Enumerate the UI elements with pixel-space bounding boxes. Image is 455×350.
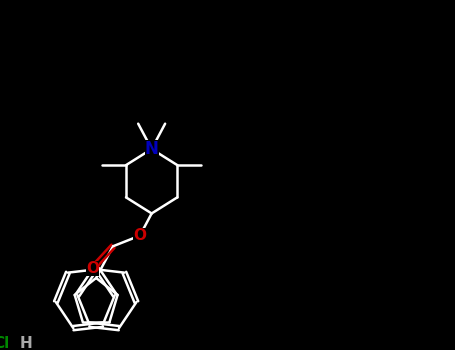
Text: Cl: Cl	[0, 336, 10, 350]
Text: O: O	[133, 228, 147, 243]
Text: H: H	[20, 336, 32, 350]
Text: N: N	[145, 140, 159, 158]
Text: O: O	[86, 261, 99, 276]
